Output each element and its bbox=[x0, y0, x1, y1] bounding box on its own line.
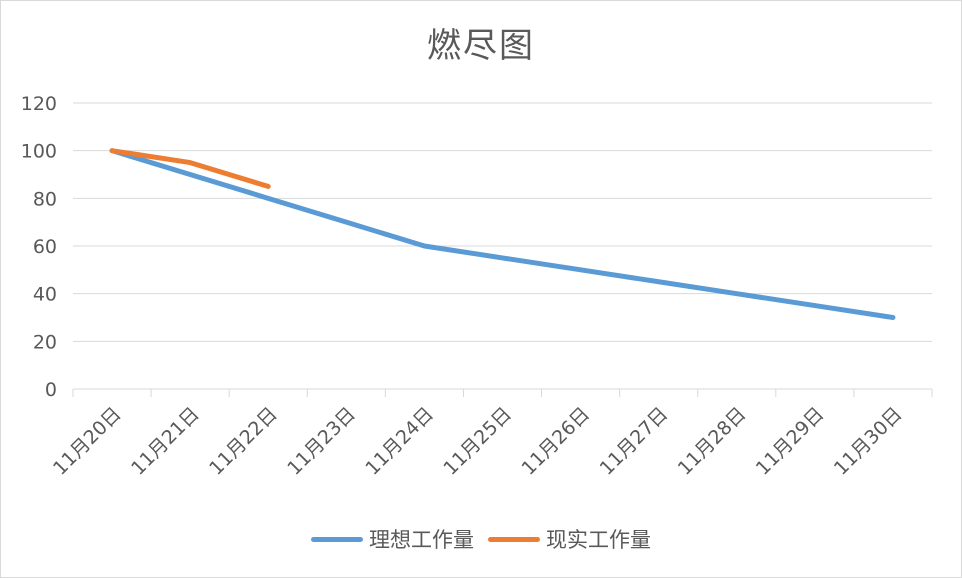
legend-label-ideal: 理想工作量 bbox=[369, 528, 474, 552]
y-tick-label: 20 bbox=[33, 331, 57, 353]
series-line-actual bbox=[109, 148, 271, 189]
gridlines bbox=[73, 102, 932, 342]
x-tick-label: 11月22日 bbox=[205, 403, 282, 480]
series-lines bbox=[109, 148, 896, 320]
x-tick-label: 11月27日 bbox=[596, 403, 673, 480]
x-tick-label: 11月24日 bbox=[361, 403, 438, 480]
y-tick-label: 60 bbox=[33, 236, 57, 258]
x-tick-label: 11月23日 bbox=[283, 403, 360, 480]
x-tick-label: 11月25日 bbox=[439, 403, 516, 480]
y-tick-label: 80 bbox=[33, 188, 57, 210]
x-tick-label: 11月28日 bbox=[674, 403, 751, 480]
x-tick-label: 11月21日 bbox=[127, 403, 204, 480]
legend-swatch-ideal bbox=[311, 536, 363, 542]
y-tick-label: 0 bbox=[45, 379, 57, 401]
x-tick-label: 11月29日 bbox=[752, 403, 829, 480]
legend-item-actual: 现实工作量 bbox=[488, 524, 651, 554]
y-axis-ticks: 0 20 40 60 80 100 120 bbox=[21, 93, 57, 401]
y-tick-label: 120 bbox=[21, 93, 57, 115]
series-line-ideal bbox=[109, 148, 896, 320]
x-tick-label: 11月26日 bbox=[518, 403, 595, 480]
y-tick-label: 40 bbox=[33, 284, 57, 306]
legend-item-ideal: 理想工作量 bbox=[311, 524, 474, 554]
legend-label-actual: 现实工作量 bbox=[546, 528, 651, 552]
x-tick-label: 11月30日 bbox=[830, 403, 907, 480]
y-tick-label: 100 bbox=[21, 141, 57, 163]
x-axis: 11月20日 11月21日 11月22日 11月23日 11月24日 11月25日 11月2… bbox=[49, 388, 933, 480]
legend-swatch-actual bbox=[488, 536, 540, 542]
chart-title: 燃尽图 bbox=[427, 26, 535, 66]
legend: 理想工作量 现实工作量 bbox=[0, 524, 962, 554]
x-tick-label: 11月20日 bbox=[49, 403, 126, 480]
